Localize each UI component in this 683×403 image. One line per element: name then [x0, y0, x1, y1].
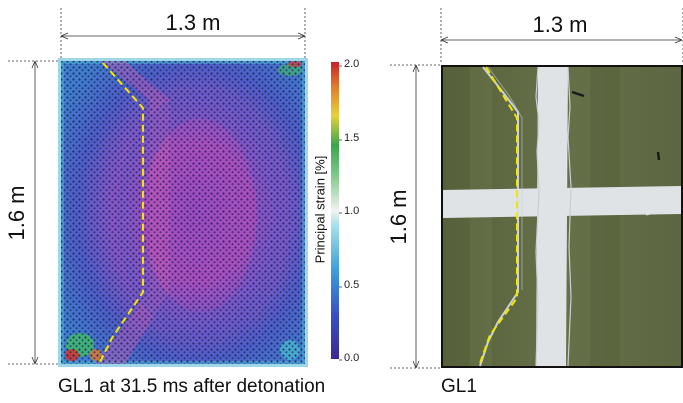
right-caption: GL1: [441, 376, 477, 397]
strain-field-image: [58, 58, 308, 367]
left-height-dimension: [8, 60, 60, 365]
crack-marker-left: [99, 62, 144, 363]
crack-marker-right: [478, 66, 518, 367]
right-width-dimension: [440, 8, 683, 64]
colorbar-ticks: [339, 65, 342, 361]
right-height-dimension: [390, 64, 440, 369]
colorbar-tick-label: 0.0: [344, 352, 360, 364]
colorbar-tick-label: 1.5: [344, 132, 360, 144]
tape-horizontal: [443, 186, 681, 218]
colorbar-tick-label: 1.0: [344, 205, 360, 217]
colorbar: [331, 62, 339, 359]
left-width-dimension: [60, 8, 306, 60]
colorbar-title: Principal strain [%]: [312, 155, 328, 264]
tape-vertical: [536, 67, 568, 366]
left-caption: GL1 at 31.5 ms after detonation: [58, 376, 326, 397]
colorbar-tick-label: 0.5: [344, 279, 360, 291]
left-height-label: 1.6 m: [4, 185, 29, 241]
glass-photo: [441, 65, 683, 368]
left-width-label: 1.3 m: [165, 10, 221, 35]
right-height-label: 1.6 m: [386, 189, 411, 245]
right-width-label: 1.3 m: [532, 12, 588, 37]
colorbar-tick-label: 2.0: [344, 58, 360, 70]
